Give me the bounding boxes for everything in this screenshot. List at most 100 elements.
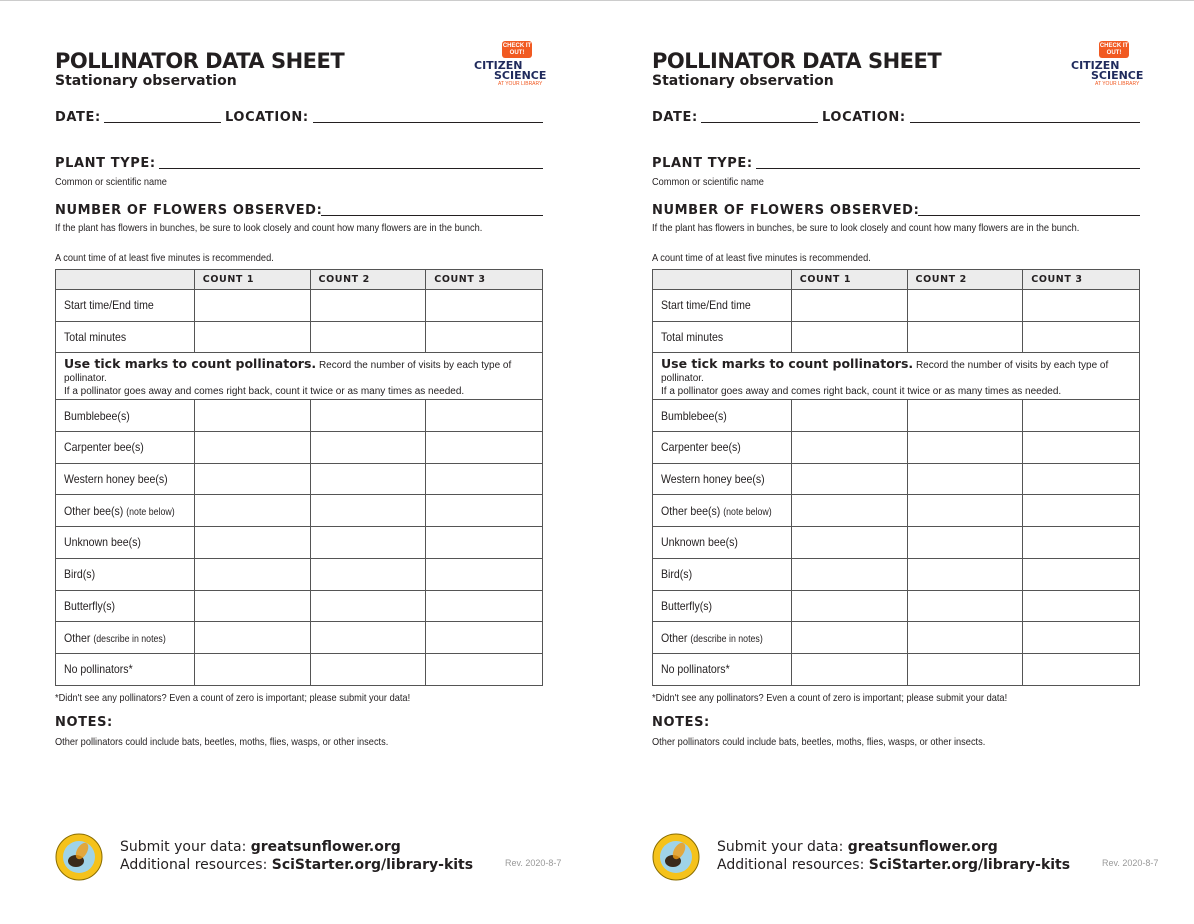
count-cell[interactable] — [1022, 589, 1140, 623]
count-cell[interactable] — [309, 399, 427, 433]
count-cell[interactable] — [425, 589, 543, 623]
table-row: Other (describe in notes) — [55, 621, 543, 654]
count-cell[interactable] — [790, 652, 908, 686]
row-label-text: Bumblebee(s) — [64, 408, 130, 423]
count-cell[interactable] — [193, 589, 311, 623]
count-cell[interactable] — [790, 526, 908, 559]
submit-link[interactable]: greatsunflower.org — [847, 839, 998, 855]
instruction-line2: If a pollinator goes away and comes righ… — [661, 385, 1062, 397]
count-cell[interactable] — [309, 557, 427, 591]
count-cell[interactable] — [193, 399, 311, 433]
count-cell[interactable] — [1022, 526, 1140, 559]
count-cell[interactable] — [193, 621, 311, 654]
count-cell[interactable] — [425, 526, 543, 559]
table-row: Total minutes — [55, 320, 543, 354]
count-cell[interactable] — [790, 557, 908, 591]
submit-link[interactable]: greatsunflower.org — [250, 839, 401, 855]
count-cell[interactable] — [309, 462, 427, 496]
count-cell[interactable] — [193, 526, 311, 559]
row-label: Other bee(s) (note below) — [652, 494, 792, 528]
count-cell[interactable] — [1022, 557, 1140, 591]
count-cell[interactable] — [193, 652, 311, 686]
count-cell[interactable] — [193, 431, 311, 464]
count-cell[interactable] — [425, 494, 543, 528]
count-cell[interactable] — [1022, 494, 1140, 528]
location-field[interactable] — [910, 122, 1140, 123]
count-cell[interactable] — [906, 526, 1024, 559]
logo-line3: AT YOUR LIBRARY — [1095, 81, 1140, 87]
date-field[interactable] — [104, 122, 221, 123]
submit-label: Submit your data: — [717, 839, 848, 855]
count-cell[interactable] — [790, 462, 908, 496]
row-label-text: Butterfly(s) — [661, 598, 713, 613]
flowers-hint: If the plant has flowers in bunches, be … — [55, 222, 483, 234]
count-cell[interactable] — [1022, 289, 1140, 322]
count-cell[interactable] — [425, 399, 543, 433]
row-label-text: Unknown bee(s) — [64, 535, 141, 550]
count-cell[interactable] — [906, 494, 1024, 528]
date-field[interactable] — [701, 122, 818, 123]
count-cell[interactable] — [1022, 462, 1140, 496]
count-cell[interactable] — [906, 621, 1024, 654]
row-label: Bird(s) — [55, 557, 195, 591]
count-cell[interactable] — [425, 320, 543, 354]
count-cell[interactable] — [425, 557, 543, 591]
count-cell[interactable] — [790, 320, 908, 354]
count-cell[interactable] — [790, 431, 908, 464]
count-cell[interactable] — [1022, 652, 1140, 686]
count-cell[interactable] — [906, 589, 1024, 623]
row-label: Butterfly(s) — [55, 589, 195, 623]
count-cell[interactable] — [790, 289, 908, 322]
resources-label: Additional resources: — [120, 857, 272, 873]
count-cell[interactable] — [790, 399, 908, 433]
count-cell[interactable] — [906, 462, 1024, 496]
count-cell[interactable] — [309, 621, 427, 654]
plant-type-field[interactable] — [756, 168, 1140, 169]
count-cell[interactable] — [1022, 621, 1140, 654]
count-cell[interactable] — [425, 621, 543, 654]
count-cell[interactable] — [193, 462, 311, 496]
count-cell[interactable] — [1022, 399, 1140, 433]
page-title: POLLINATOR DATA SHEET — [652, 49, 942, 73]
count-cell[interactable] — [425, 652, 543, 686]
count-cell[interactable] — [425, 431, 543, 464]
count-cell[interactable] — [193, 557, 311, 591]
count-cell[interactable] — [790, 494, 908, 528]
count-cell[interactable] — [790, 589, 908, 623]
count-cell[interactable] — [906, 289, 1024, 322]
count-cell[interactable] — [425, 289, 543, 322]
flowers-field[interactable] — [918, 215, 1140, 216]
resources-link[interactable]: SciStarter.org/library-kits — [868, 857, 1071, 873]
plant-type-field[interactable] — [159, 168, 543, 169]
count-cell[interactable] — [425, 462, 543, 496]
count-cell[interactable] — [1022, 320, 1140, 354]
count-cell[interactable] — [309, 289, 427, 322]
row-label-text: No pollinators* — [661, 662, 730, 677]
location-field[interactable] — [313, 122, 543, 123]
count-cell[interactable] — [309, 320, 427, 354]
count-cell[interactable] — [906, 557, 1024, 591]
count-cell[interactable] — [309, 589, 427, 623]
count-cell[interactable] — [790, 621, 908, 654]
count-cell[interactable] — [906, 320, 1024, 354]
count-cell[interactable] — [906, 652, 1024, 686]
count-cell[interactable] — [906, 399, 1024, 433]
row-label: Other (describe in notes) — [55, 621, 195, 654]
count-cell[interactable] — [309, 494, 427, 528]
count-cell[interactable] — [309, 526, 427, 559]
column-header: COUNT 3 — [1022, 269, 1140, 290]
resources-link[interactable]: SciStarter.org/library-kits — [271, 857, 474, 873]
date-label: DATE: — [55, 110, 101, 125]
count-cell[interactable] — [309, 431, 427, 464]
flowers-field[interactable] — [321, 215, 543, 216]
count-cell[interactable] — [309, 652, 427, 686]
row-label-text: Other bee(s) — [661, 503, 721, 518]
count-cell[interactable] — [1022, 431, 1140, 464]
count-cell[interactable] — [193, 320, 311, 354]
column-header-blank — [652, 269, 792, 290]
instruction-rest: Record the number of visits by each type… — [64, 359, 512, 384]
data-sheet-page: POLLINATOR DATA SHEET Stationary observa… — [597, 1, 1194, 924]
count-cell[interactable] — [193, 289, 311, 322]
count-cell[interactable] — [193, 494, 311, 528]
count-cell[interactable] — [906, 431, 1024, 464]
